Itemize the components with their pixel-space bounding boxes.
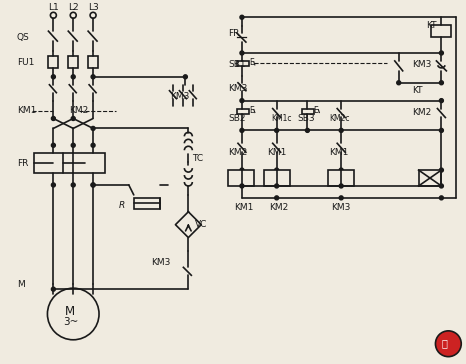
Circle shape — [435, 331, 461, 357]
Text: KM2: KM2 — [269, 203, 288, 212]
Text: M: M — [17, 280, 24, 289]
Circle shape — [71, 75, 75, 79]
Bar — [237, 108, 249, 114]
Circle shape — [91, 143, 95, 147]
Circle shape — [439, 99, 443, 103]
Circle shape — [339, 128, 343, 132]
Text: KM1: KM1 — [17, 106, 36, 115]
Circle shape — [240, 99, 244, 103]
Bar — [302, 108, 315, 114]
Circle shape — [91, 75, 95, 79]
Circle shape — [439, 168, 443, 172]
Text: TC: TC — [192, 154, 204, 163]
Text: L1: L1 — [48, 3, 59, 12]
Circle shape — [240, 15, 244, 19]
Text: VC: VC — [195, 220, 208, 229]
Text: E: E — [249, 106, 254, 115]
Circle shape — [439, 51, 443, 55]
Circle shape — [439, 196, 443, 200]
Bar — [134, 198, 159, 209]
Text: L3: L3 — [88, 3, 99, 12]
Circle shape — [240, 184, 244, 188]
Circle shape — [91, 126, 95, 130]
Bar — [264, 170, 289, 186]
Circle shape — [339, 196, 343, 200]
Circle shape — [274, 184, 279, 188]
Circle shape — [51, 75, 55, 79]
Bar — [432, 25, 452, 37]
Text: M: M — [65, 305, 75, 317]
Circle shape — [305, 128, 309, 132]
Text: QS: QS — [17, 33, 29, 41]
Text: R: R — [119, 201, 125, 210]
Text: KM3: KM3 — [331, 203, 350, 212]
Circle shape — [51, 143, 55, 147]
Text: KM3: KM3 — [171, 92, 190, 101]
Bar — [68, 56, 78, 68]
Text: KM1: KM1 — [234, 203, 254, 212]
Circle shape — [70, 12, 76, 18]
Text: KM1: KM1 — [329, 148, 349, 157]
Text: SB3: SB3 — [297, 114, 315, 123]
Text: FU1: FU1 — [17, 58, 34, 67]
Bar — [237, 61, 249, 66]
Text: KM3: KM3 — [228, 84, 247, 93]
Text: FR: FR — [17, 159, 28, 168]
Text: FR: FR — [228, 29, 240, 37]
Circle shape — [48, 288, 99, 340]
Circle shape — [91, 183, 95, 187]
Text: KM2: KM2 — [228, 148, 247, 157]
Circle shape — [240, 168, 244, 172]
Text: SB2: SB2 — [228, 114, 246, 123]
Circle shape — [51, 183, 55, 187]
Circle shape — [91, 183, 95, 187]
Bar — [418, 170, 441, 186]
Text: KM2: KM2 — [69, 106, 89, 115]
Text: KM2c: KM2c — [329, 114, 350, 123]
Circle shape — [51, 287, 55, 291]
Text: KM3: KM3 — [151, 258, 170, 267]
Circle shape — [439, 81, 443, 85]
Text: L2: L2 — [68, 3, 79, 12]
Circle shape — [184, 75, 187, 79]
Circle shape — [339, 184, 343, 188]
Circle shape — [439, 128, 443, 132]
Text: KT: KT — [411, 86, 422, 95]
Text: KM1c: KM1c — [272, 114, 292, 123]
Text: 3~: 3~ — [63, 317, 79, 327]
Circle shape — [439, 184, 443, 188]
Circle shape — [397, 81, 401, 85]
Bar — [48, 56, 58, 68]
Text: E: E — [313, 106, 318, 115]
Bar — [328, 170, 354, 186]
Text: KT: KT — [426, 21, 437, 30]
Circle shape — [274, 128, 279, 132]
Text: KM2: KM2 — [411, 108, 431, 117]
Text: E: E — [249, 58, 254, 67]
Circle shape — [71, 116, 75, 120]
Circle shape — [90, 12, 96, 18]
Circle shape — [51, 116, 55, 120]
Text: 蛋: 蛋 — [441, 338, 447, 348]
Text: KM1: KM1 — [267, 148, 286, 157]
Circle shape — [274, 196, 279, 200]
Bar — [88, 56, 98, 68]
Circle shape — [71, 183, 75, 187]
Circle shape — [50, 12, 56, 18]
Circle shape — [240, 51, 244, 55]
Bar — [34, 153, 105, 173]
Text: KM3: KM3 — [411, 60, 431, 70]
Circle shape — [71, 143, 75, 147]
Circle shape — [240, 128, 244, 132]
Circle shape — [274, 168, 279, 172]
Circle shape — [339, 168, 343, 172]
Bar — [228, 170, 254, 186]
Text: SB1: SB1 — [228, 60, 246, 70]
